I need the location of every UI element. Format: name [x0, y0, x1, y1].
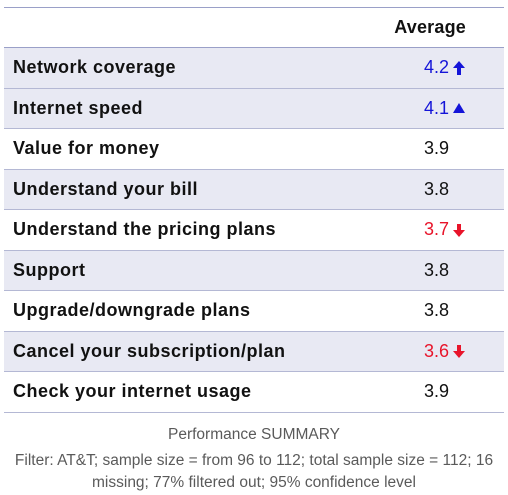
table-row: Upgrade/downgrade plans 3.8 [4, 291, 504, 332]
row-average-cell: 3.8 [370, 300, 504, 321]
table-row: Cancel your subscription/plan 3.6 [4, 331, 504, 372]
filter-description: Filter: AT&T; sample size = from 96 to 1… [14, 452, 494, 491]
row-label: Upgrade/downgrade plans [13, 300, 251, 321]
row-label: Cancel your subscription/plan [13, 340, 286, 361]
arrow-up-icon [452, 60, 466, 76]
table-body: Network coverage 4.2 Internet speed 4.1 Valu… [4, 48, 504, 413]
row-average-value: 4.1 [423, 97, 449, 118]
table-row: Network coverage 4.2 [4, 48, 504, 89]
row-average-value: 3.8 [423, 300, 449, 321]
table-row: Internet speed 4.1 [4, 88, 504, 129]
row-label: Understand the pricing plans [13, 219, 277, 240]
table-row: Understand your bill 3.8 [4, 169, 504, 210]
row-label: Network coverage [13, 57, 177, 78]
row-label: Understand your bill [13, 178, 199, 199]
row-average-value: 3.9 [423, 381, 449, 402]
row-average-cell: 3.6 [370, 341, 504, 362]
row-average-value: 3.6 [423, 340, 449, 361]
arrow-down-icon [452, 343, 466, 359]
row-average-value: 3.8 [423, 178, 449, 199]
row-label: Value for money [13, 138, 160, 159]
row-label: Internet speed [13, 97, 144, 118]
row-average-value: 3.7 [423, 219, 449, 240]
header-average: Average [394, 17, 466, 37]
table-row: Check your internet usage 3.9 [4, 372, 504, 413]
row-average-value: 3.9 [423, 138, 449, 159]
table-header-row: Average [4, 8, 504, 48]
summary-title: Performance SUMMARY [168, 426, 340, 443]
row-average-cell: 3.9 [370, 138, 504, 159]
table-row: Understand the pricing plans 3.7 [4, 210, 504, 251]
row-average-value: 4.2 [423, 57, 449, 78]
row-label: Check your internet usage [13, 381, 252, 402]
row-average-cell: 4.1 [370, 98, 504, 119]
row-average-cell: 3.9 [370, 381, 504, 402]
row-average-cell: 4.2 [370, 57, 504, 78]
table-row: Value for money 3.9 [4, 129, 504, 170]
performance-summary-table: Average Network coverage 4.2 Internet spee… [4, 7, 504, 413]
row-average-value: 3.8 [423, 259, 449, 280]
row-label: Support [13, 259, 86, 280]
row-average-cell: 3.7 [370, 219, 504, 240]
arrow-down-icon [452, 222, 466, 238]
table-row: Support 3.8 [4, 250, 504, 291]
triangle-up-icon [452, 100, 466, 116]
row-average-cell: 3.8 [370, 179, 504, 200]
row-average-cell: 3.8 [370, 260, 504, 281]
